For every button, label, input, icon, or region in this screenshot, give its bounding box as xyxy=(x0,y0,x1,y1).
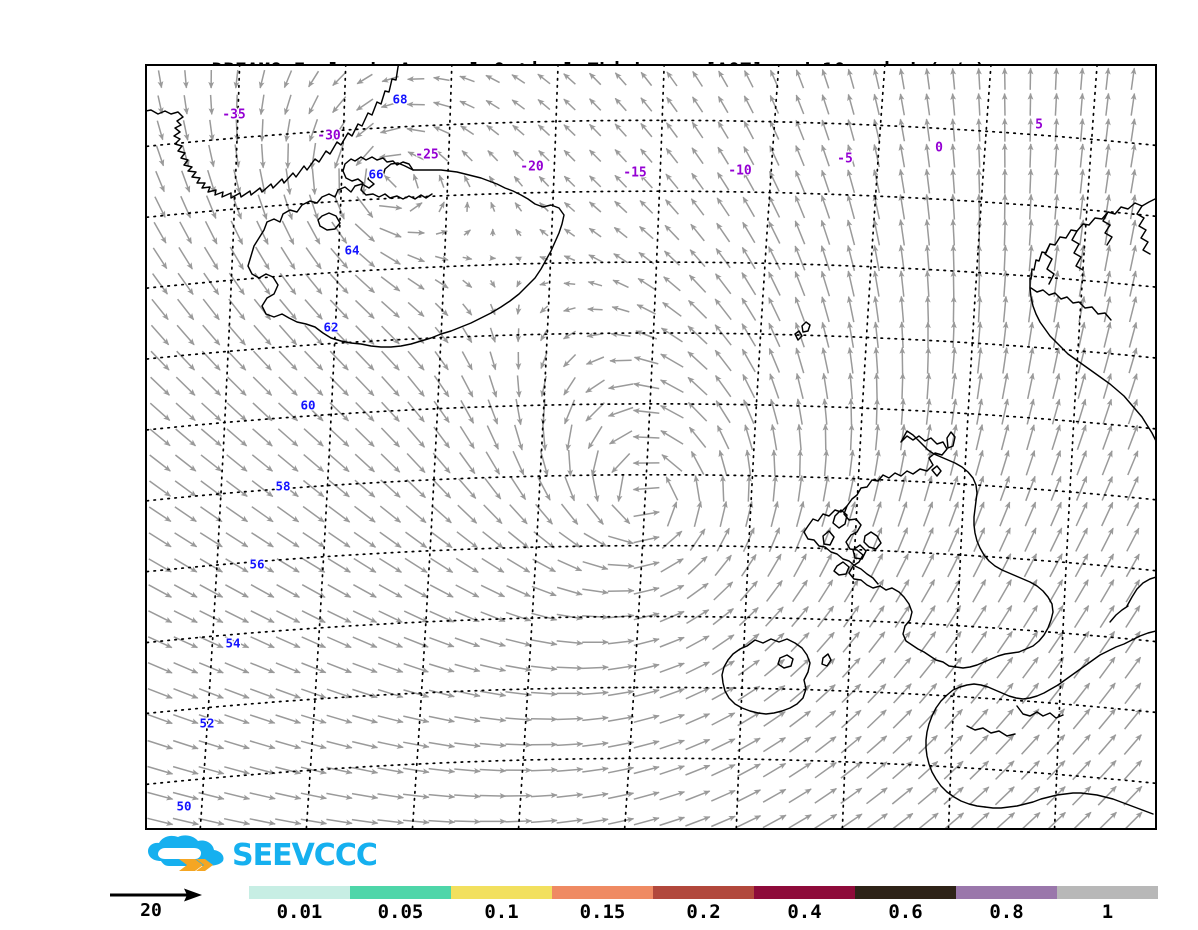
coast-faroe-islands-2 xyxy=(794,330,803,341)
coast-brittany xyxy=(984,792,1154,815)
coast-faroe-islands xyxy=(801,321,811,333)
coast-scotland-lochs xyxy=(833,561,850,576)
coast-norway-fjords xyxy=(1136,205,1151,255)
wind-scale-label: 20 xyxy=(140,900,162,921)
coast-norway-fjords-4 xyxy=(1044,243,1055,285)
coast-outer-hebrides-2 xyxy=(822,530,835,546)
colorbar-tick-label: 0.01 xyxy=(276,901,323,923)
coast-iceland-detail-1 xyxy=(317,212,341,231)
colorbar-segment xyxy=(956,886,1057,899)
latitude-label: 60 xyxy=(300,397,316,413)
colorbar-tick-label: 1 xyxy=(1101,901,1114,923)
map-canvas xyxy=(147,66,1155,828)
chevron-shape-1 xyxy=(179,859,203,871)
coast-low-countries xyxy=(1057,630,1155,686)
coast-lough-neagh xyxy=(777,654,794,669)
map-panel[interactable]: 50 52 54 56 58 60 62 64 66 68 -35 -30 -25 -20 -15 -10-… xyxy=(145,64,1157,830)
latitude-label: 56 xyxy=(249,556,265,572)
coast-scotland-west xyxy=(803,505,879,585)
coast-france-channel xyxy=(1016,705,1064,719)
coast-isle-of-man xyxy=(821,653,832,667)
coast-norway-south xyxy=(1030,287,1112,321)
coast-greenland xyxy=(147,66,400,199)
colorbar-segment xyxy=(1057,886,1158,899)
coast-france-north xyxy=(925,683,1059,808)
longitude-label: 5 xyxy=(1035,117,1043,133)
longitude-label: -25 xyxy=(415,147,439,163)
coast-denmark-2 xyxy=(1109,605,1129,623)
colorbar-tick-label: 0.1 xyxy=(484,901,519,923)
colorbar-segment xyxy=(552,886,653,899)
coast-orkney xyxy=(931,465,942,477)
longitude-label: -20 xyxy=(520,159,544,175)
coast-iceland-westfjords xyxy=(342,156,433,200)
coast-norway-fjords-2 xyxy=(1102,211,1113,246)
colorbar-segment xyxy=(451,886,552,899)
longitude-label: -5 xyxy=(837,151,853,167)
coast-skye xyxy=(852,544,867,560)
coast-norway-fjords-3 xyxy=(1071,230,1084,271)
graticule-grid xyxy=(147,66,1155,828)
coast-norway xyxy=(1029,198,1155,441)
cloud-icon xyxy=(148,835,224,866)
colorbar-segment xyxy=(653,886,754,899)
aot-colorbar[interactable] xyxy=(249,886,1158,899)
coast-scotland-firths xyxy=(863,531,882,550)
colorbar-segment xyxy=(754,886,855,899)
coast-france-inland xyxy=(966,725,1016,737)
latitude-label: 50 xyxy=(176,798,192,814)
latitude-label: 52 xyxy=(199,715,215,731)
longitude-label: -15 xyxy=(623,165,647,181)
latitude-label: 66 xyxy=(368,166,384,182)
longitude-label: -35 xyxy=(222,107,246,123)
chevron-arrow-icon xyxy=(179,859,213,871)
latitude-label: 58 xyxy=(275,478,291,494)
colorbar-tick-label: 0.4 xyxy=(787,901,822,923)
wind-scale-head xyxy=(184,888,202,902)
wind-scale-reference xyxy=(110,888,202,902)
coast-ireland xyxy=(721,638,811,715)
longitude-label: -30 xyxy=(317,128,341,144)
seevccc-logo-text: SEEVCCC xyxy=(232,838,378,873)
cloud-inner xyxy=(158,848,201,859)
longitude-label: -10 xyxy=(728,163,752,179)
latitude-label: 64 xyxy=(344,242,360,258)
coast-iceland xyxy=(247,162,565,348)
colorbar-tick-label: 0.6 xyxy=(888,901,923,923)
colorbar-tick-label: 0.2 xyxy=(686,901,721,923)
latitude-label: 54 xyxy=(225,635,241,651)
coastlines xyxy=(147,66,1155,815)
coast-shetland xyxy=(946,431,956,449)
longitude-label: 0 xyxy=(935,140,943,156)
latitude-label: 62 xyxy=(323,319,339,335)
colorbar-tick-label: 0.05 xyxy=(377,901,424,923)
coast-outer-hebrides xyxy=(832,509,848,529)
colorbar-segment xyxy=(249,886,350,899)
coast-denmark xyxy=(1126,576,1155,607)
latitude-label: 68 xyxy=(392,91,408,107)
wind-vector-field xyxy=(147,67,1143,828)
colorbar-segment xyxy=(855,886,956,899)
colorbar-segment xyxy=(350,886,451,899)
aot-colorbar-ticks: 0.01 0.05 0.1 0.15 0.2 0.4 0.6 0.8 1 xyxy=(0,901,1198,929)
coast-great-britain xyxy=(843,430,1054,669)
seevccc-logo[interactable] xyxy=(143,835,373,877)
colorbar-tick-label: 0.8 xyxy=(989,901,1024,923)
colorbar-tick-label: 0.15 xyxy=(579,901,626,923)
chevron-shape-2 xyxy=(196,859,213,871)
